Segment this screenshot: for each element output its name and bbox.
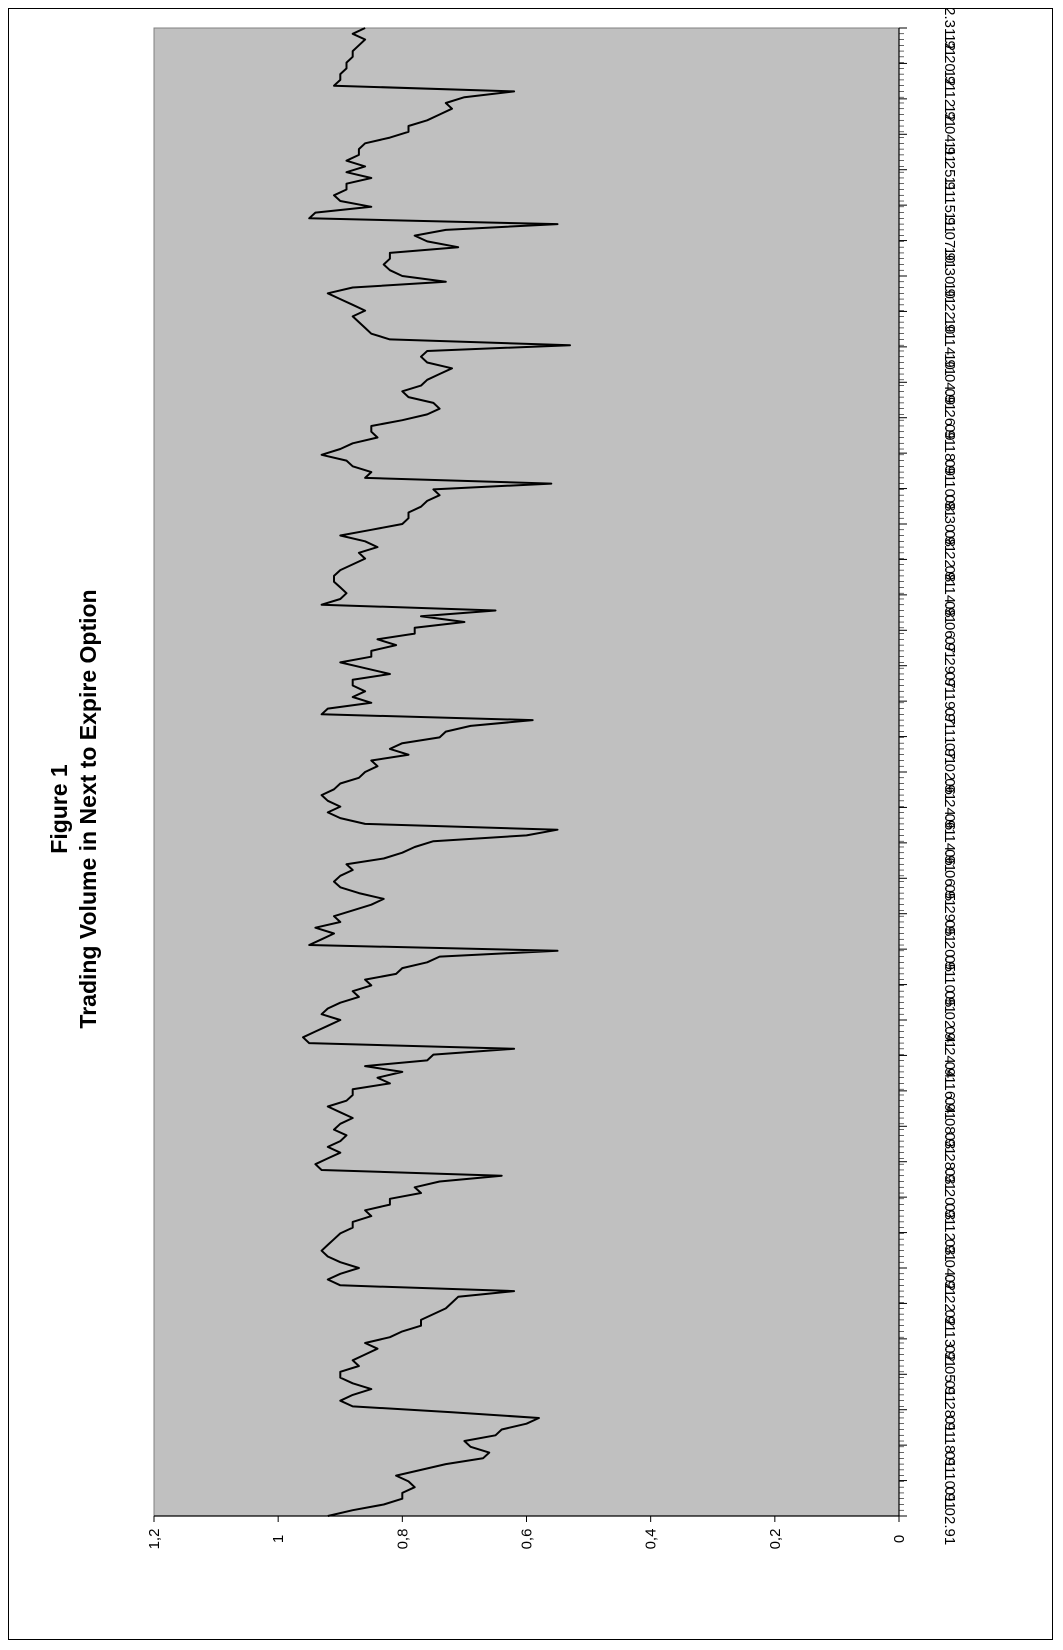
date-tick-label: 12.20.91: [941, 34, 958, 92]
date-tick-label: 02.05.91: [941, 1345, 958, 1403]
title-group: Figure 1 Trading Volume in Next to Expir…: [46, 589, 101, 1028]
date-tick-label: 09.26.91: [941, 389, 958, 447]
date-tick-label: 01.10.91: [941, 1451, 958, 1509]
date-tick-label: 06.14.91: [941, 814, 958, 872]
date-tick-label: 03.28.91: [941, 1133, 958, 1191]
chart-subtitle: Trading Volume in Next to Expire Option: [75, 589, 101, 1028]
y-axis: 0 0,2 0,4 0,6 0,8 1 1,2: [146, 1515, 908, 1550]
date-tick-label: 08.30.91: [941, 495, 958, 553]
date-tick-label: 07.19.91: [941, 672, 958, 730]
date-tick-label: 09.10.91: [941, 459, 958, 517]
value-tick-label: 0,6: [519, 1529, 536, 1550]
date-tick-label: 10.14.91: [941, 318, 958, 376]
date-tick-label: 06.06.91: [941, 849, 958, 907]
date-tick-label: 10.30.91: [941, 247, 958, 305]
date-tick-label: 10.04.91: [941, 353, 958, 411]
date-tick-label: 04.24.91: [941, 1026, 958, 1084]
date-tick-label: 08.06.91: [941, 601, 958, 659]
date-tick-label: 01.18.91: [941, 1416, 958, 1474]
plot-area: [153, 27, 900, 1517]
date-tick-label: 07.11.91: [941, 708, 958, 765]
date-tick-label: 02.13.91: [941, 1310, 958, 1368]
date-tick-label: 06.24.91: [941, 778, 958, 836]
date-tick-label: 11.15.91: [941, 177, 958, 234]
date-tick-label: 07.29.91: [941, 637, 958, 695]
x-axis: 01.02.9101.10.9101.18.9101.28.9102.05.91…: [898, 9, 958, 1545]
date-tick-label: 01.28.91: [941, 1381, 958, 1439]
date-tick-label: 08.14.91: [941, 566, 958, 624]
date-tick-label: 01.02.91: [941, 1487, 958, 1545]
date-tick-label: 03.04.91: [941, 1239, 958, 1297]
date-tick-label: 10.22.91: [941, 282, 958, 340]
value-tick-label: 0,2: [767, 1529, 784, 1550]
value-tick-label: 0,4: [643, 1529, 660, 1550]
date-tick-label: 05.02.91: [941, 991, 958, 1049]
value-tick-label: 1: [270, 1535, 287, 1543]
series-line: [302, 27, 571, 1517]
date-tick-label: 09.18.91: [941, 424, 958, 482]
chart-svg: Figure 1 Trading Volume in Next to Expir…: [46, 9, 958, 1550]
date-tick-label: 04.08.91: [941, 1097, 958, 1155]
date-tick-label: 03.20.91: [941, 1168, 958, 1226]
value-tick-label: 0,8: [394, 1529, 411, 1550]
date-tick-label: 12.31.91: [941, 9, 958, 57]
date-tick-label: 02.22.91: [941, 1274, 958, 1332]
date-tick-label: 12.12.91: [941, 70, 958, 128]
date-tick-label: 08.22.91: [941, 530, 958, 588]
date-tick-label: 04.16.91: [941, 1062, 958, 1120]
date-tick-label: 05.10.91: [941, 955, 958, 1013]
series-group: [302, 27, 571, 1517]
date-tick-label: 05.29.91: [941, 885, 958, 943]
date-tick-label: 11.07.91: [941, 212, 958, 269]
date-tick-label: 05.20.91: [941, 920, 958, 978]
date-tick-label: 07.02.91: [941, 743, 958, 801]
chart-frame: Figure 1 Trading Volume in Next to Expir…: [8, 8, 1053, 1640]
value-tick-label: 1,2: [146, 1529, 163, 1550]
value-tick-label: 0: [891, 1535, 908, 1543]
date-tick-label: 11.25.91: [941, 141, 958, 198]
date-tick-label: 03.12.91: [941, 1203, 958, 1261]
chart-title: Figure 1: [46, 764, 72, 854]
date-tick-label: 12.04.91: [941, 105, 958, 163]
